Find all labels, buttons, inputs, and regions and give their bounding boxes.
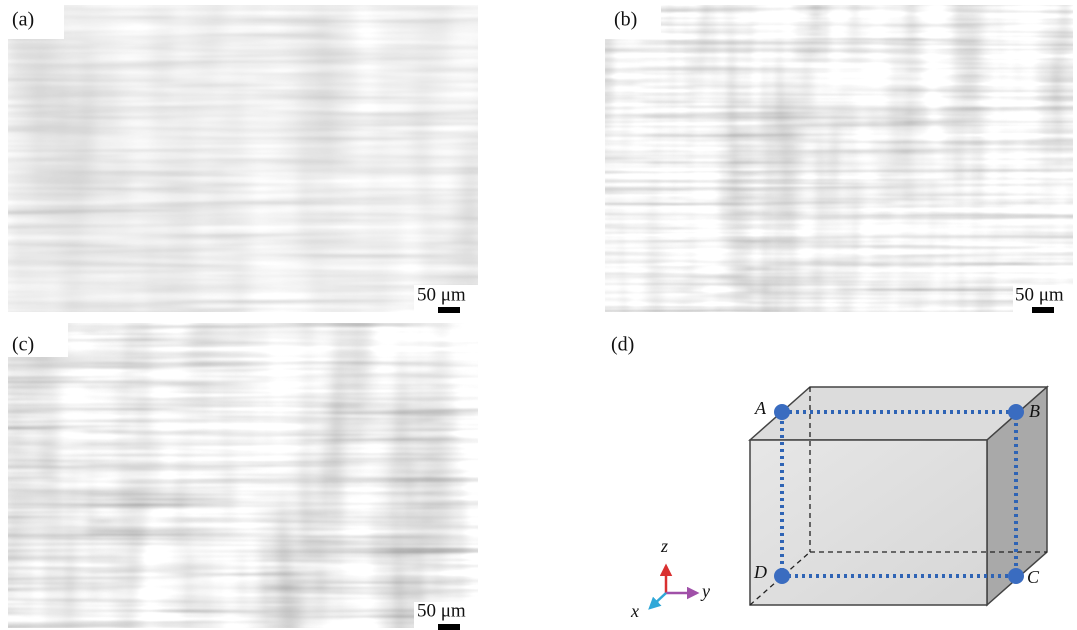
panel-label: (b): [614, 9, 637, 31]
axes-triad: [650, 566, 697, 608]
box: [750, 387, 1047, 605]
micrograph-c: [8, 323, 478, 628]
scale-label: 50 μm: [417, 600, 466, 621]
panel-label: (d): [611, 334, 634, 356]
scale-label: 50 μm: [417, 284, 466, 305]
point-label: D: [753, 562, 767, 582]
scale-bar: [438, 307, 460, 313]
axis-label: z: [660, 536, 668, 556]
scale-label: 50 μm: [1015, 284, 1064, 305]
micrograph-b: [605, 5, 1073, 312]
point-label: A: [754, 398, 767, 418]
axis-label: x: [630, 601, 639, 621]
micrograph-a: [8, 5, 478, 312]
scale-bar: [1032, 307, 1054, 313]
figure: (a) (b) (c) (d) 50 μm 50 μm 50 μm A B C …: [0, 0, 1077, 630]
axis-label: y: [700, 581, 710, 601]
panel-label: (c): [12, 334, 34, 356]
panel-label: (a): [12, 9, 34, 31]
scale-bar: [438, 624, 460, 630]
point-label: C: [1027, 567, 1040, 587]
point-label: B: [1029, 401, 1040, 421]
